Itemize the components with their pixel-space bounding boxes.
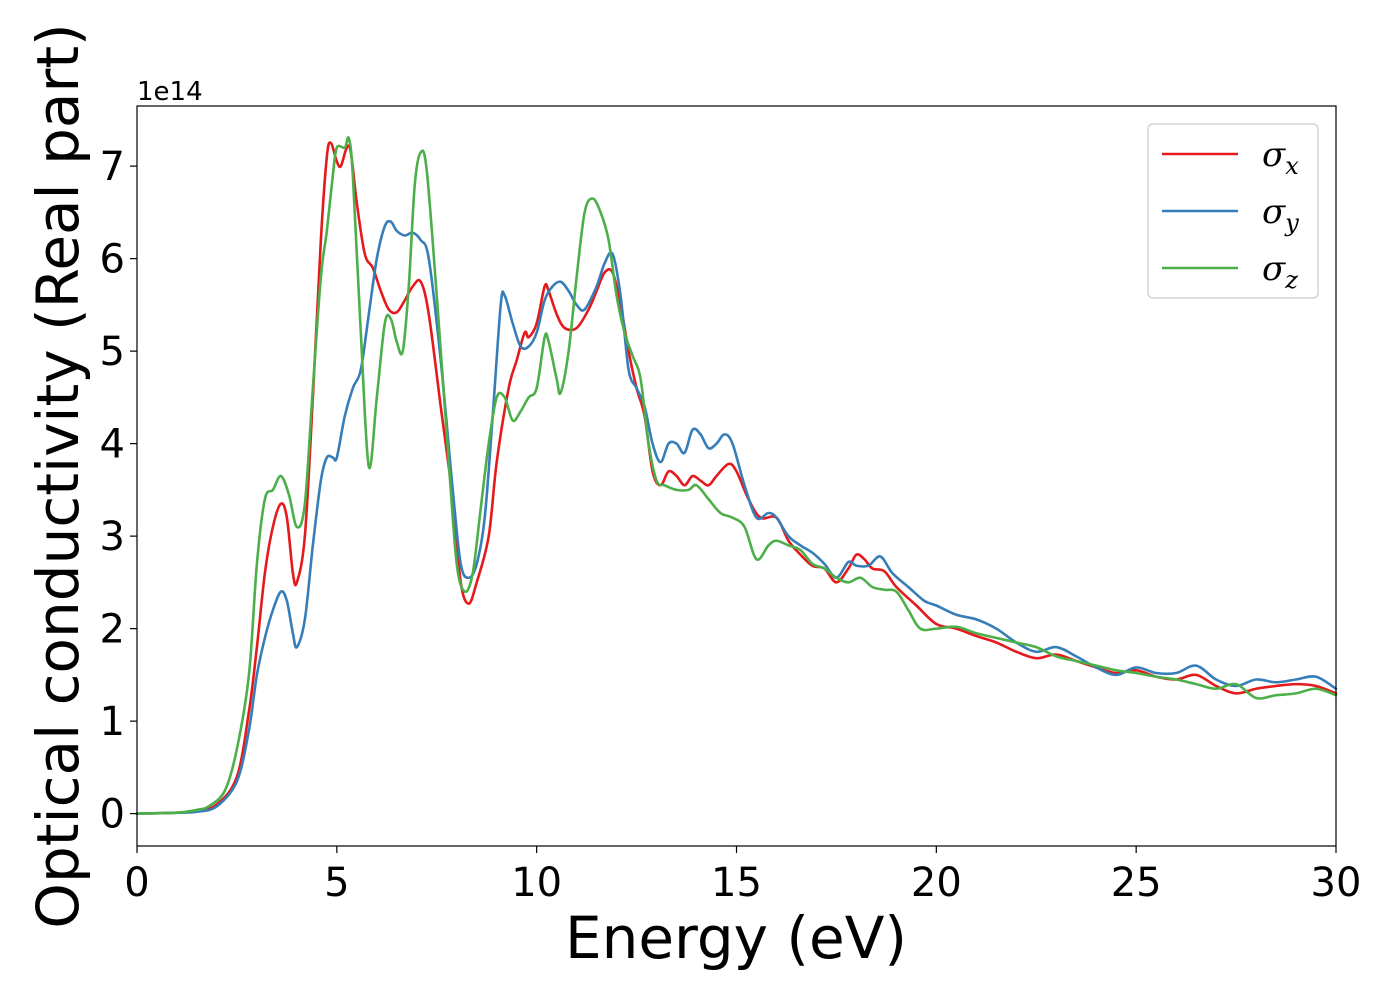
x-tick-label: 20 bbox=[911, 860, 962, 906]
x-axis-title: Energy (eV) bbox=[565, 904, 907, 972]
y-tick-label: 6 bbox=[100, 237, 125, 283]
y-tick-label: 2 bbox=[100, 607, 125, 653]
y-axis-ticks: 0 1 2 3 4 5 6 7 bbox=[100, 144, 137, 838]
x-tick-label: 5 bbox=[324, 860, 349, 906]
series-line-z bbox=[135, 136, 1338, 815]
y-tick-label: 3 bbox=[100, 514, 125, 560]
y-tick-label: 7 bbox=[100, 144, 125, 190]
legend: σx σy σz bbox=[1147, 123, 1319, 299]
legend-label-z: σz bbox=[1262, 249, 1298, 294]
series-line-x bbox=[135, 141, 1338, 815]
y-tick-label: 1 bbox=[100, 699, 125, 745]
legend-label-y: σy bbox=[1262, 192, 1299, 237]
series-line-y bbox=[135, 219, 1338, 815]
plot-lines bbox=[135, 136, 1338, 815]
y-offset-label: 1e14 bbox=[137, 77, 203, 107]
x-tick-label: 10 bbox=[511, 860, 562, 906]
x-tick-label: 25 bbox=[1111, 860, 1162, 906]
x-tick-label: 0 bbox=[124, 860, 149, 906]
y-axis-title: Optical conductivity (Real part) bbox=[24, 23, 92, 928]
y-tick-label: 4 bbox=[100, 422, 125, 468]
y-tick-label: 5 bbox=[100, 329, 125, 375]
x-tick-label: 15 bbox=[711, 860, 762, 906]
x-tick-label: 30 bbox=[1311, 860, 1362, 906]
x-axis-ticks: 0 5 10 15 20 25 30 bbox=[124, 846, 1361, 906]
legend-label-x: σx bbox=[1262, 135, 1299, 180]
y-tick-label: 0 bbox=[100, 792, 125, 838]
